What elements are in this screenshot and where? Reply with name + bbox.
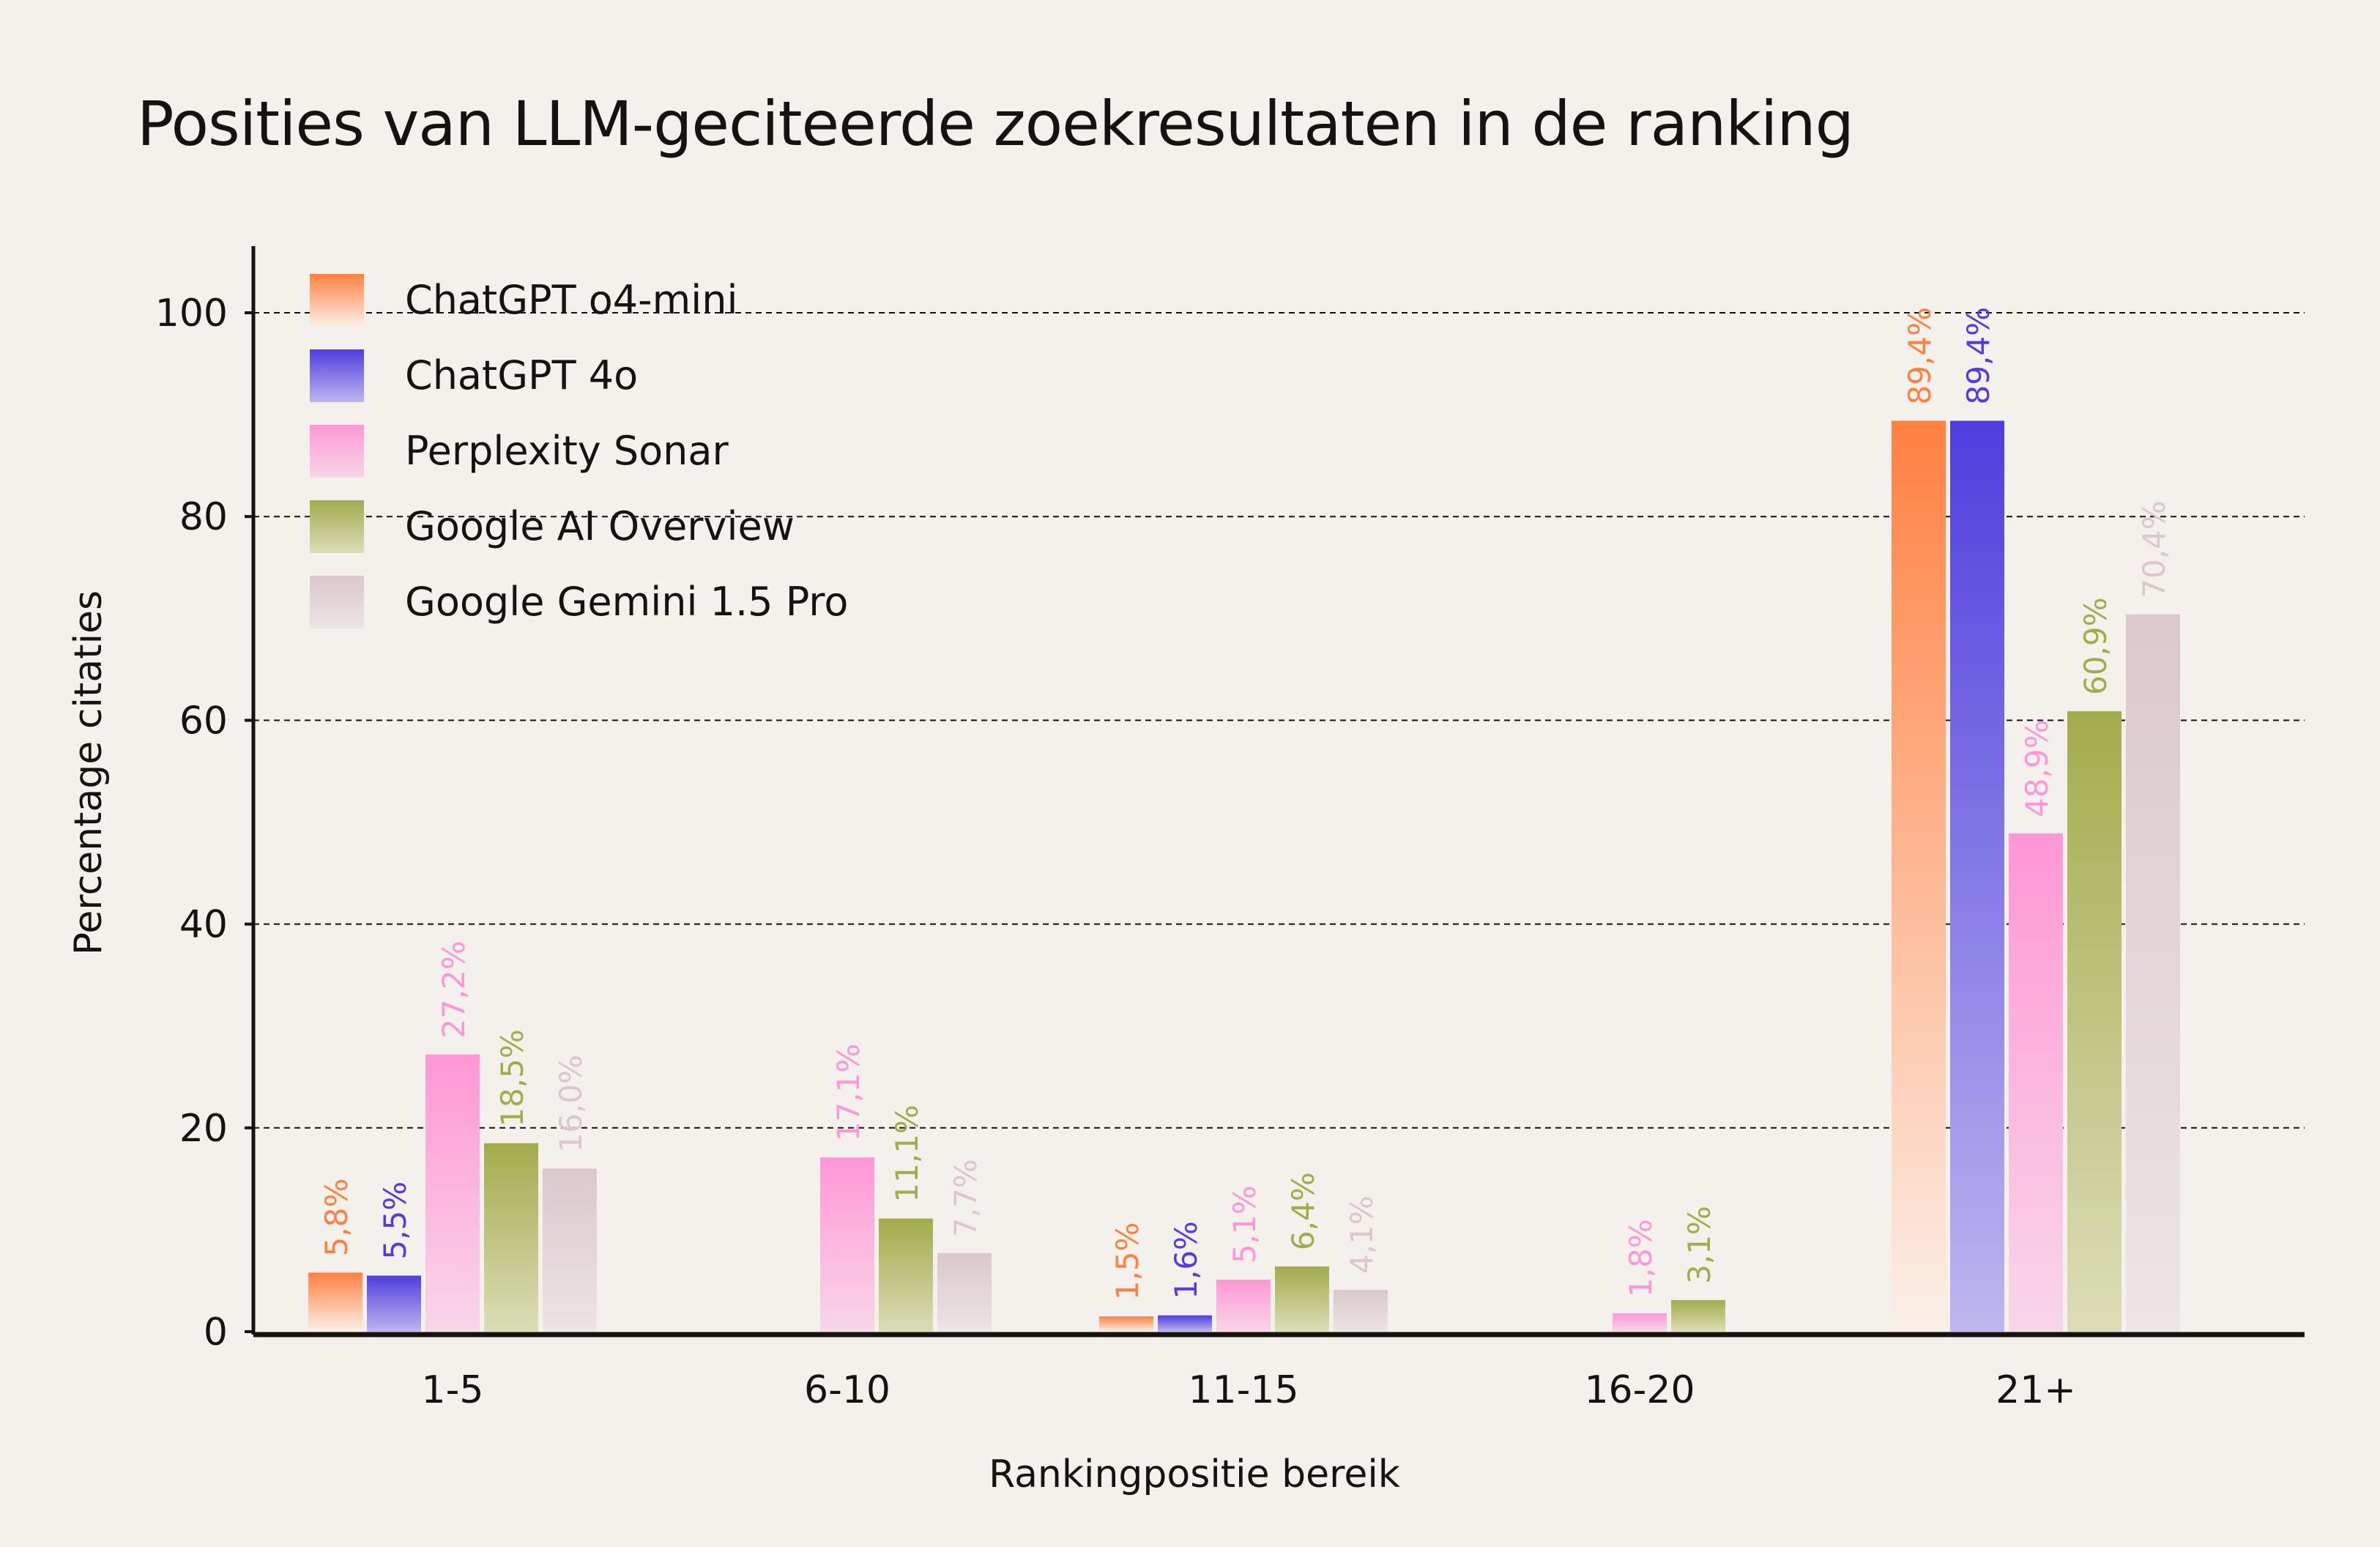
bar — [1099, 1316, 1153, 1332]
chart-title: Posities van LLM-geciteerde zoekresultat… — [137, 88, 1854, 160]
bar — [1892, 420, 1946, 1332]
data-label: 3,1% — [1681, 1206, 1717, 1284]
bar — [820, 1157, 874, 1332]
bar — [937, 1253, 992, 1332]
data-label: 5,5% — [377, 1181, 413, 1260]
legend-label: Google AI Overview — [405, 503, 795, 549]
data-label: 16,0% — [553, 1055, 589, 1152]
data-label: 5,8% — [319, 1179, 354, 1257]
data-label: 17,1% — [830, 1044, 866, 1141]
bar — [484, 1143, 538, 1332]
legend-label: ChatGPT o4-mini — [405, 277, 737, 323]
bar — [2009, 833, 2063, 1332]
x-tick-label: 16-20 — [1584, 1368, 1695, 1412]
data-label: 11,1% — [889, 1105, 925, 1202]
data-label: 7,7% — [948, 1159, 983, 1237]
legend-label: ChatGPT 4o — [405, 352, 638, 398]
data-label: 89,4% — [1902, 307, 1938, 404]
bar — [425, 1054, 480, 1332]
y-tick-label: 0 — [204, 1310, 228, 1354]
bar — [2067, 711, 2121, 1332]
data-label: 70,4% — [2136, 500, 2172, 598]
data-label: 6,4% — [1285, 1172, 1321, 1250]
bar — [308, 1272, 362, 1332]
y-tick-label: 40 — [179, 903, 228, 947]
x-axis-label: Rankingpositie bereik — [989, 1453, 1400, 1496]
y-tick-label: 80 — [179, 495, 228, 539]
data-label: 5,1% — [1227, 1185, 1262, 1264]
legend-swatch — [310, 576, 364, 628]
legend-label: Perplexity Sonar — [405, 428, 729, 474]
data-label: 48,9% — [2019, 719, 2055, 817]
data-label: 1,5% — [1109, 1222, 1145, 1300]
bar — [1216, 1280, 1271, 1332]
legend-swatch — [310, 425, 364, 478]
data-label: 18,5% — [494, 1029, 530, 1127]
x-tick-label: 1-5 — [422, 1368, 484, 1412]
bar — [1334, 1289, 1388, 1332]
legend-swatch — [310, 500, 364, 553]
data-label: 1,8% — [1623, 1219, 1659, 1297]
legend-swatch — [310, 274, 364, 327]
y-axis-label: Percentage citaties — [67, 590, 111, 955]
data-label: 4,1% — [1344, 1195, 1380, 1274]
bar — [543, 1168, 597, 1332]
x-tick-label: 6-10 — [804, 1368, 890, 1412]
y-tick-label: 60 — [179, 699, 228, 743]
x-tick-label: 11-15 — [1188, 1368, 1298, 1412]
legend-swatch — [310, 349, 364, 402]
data-label: 1,6% — [1168, 1221, 1204, 1299]
bar — [1950, 420, 2004, 1332]
data-label: 60,9% — [2078, 597, 2113, 694]
legend-label: Google Gemini 1.5 Pro — [405, 579, 848, 625]
bar — [1275, 1266, 1329, 1332]
y-tick-label: 20 — [179, 1107, 228, 1151]
bar — [2126, 614, 2180, 1332]
bar — [879, 1218, 933, 1332]
bar — [1613, 1313, 1667, 1332]
x-tick-label: 21+ — [1996, 1368, 2076, 1412]
bar — [1158, 1315, 1212, 1332]
y-tick-label: 100 — [155, 292, 228, 335]
data-label: 89,4% — [1960, 307, 1996, 404]
data-label: 27,2% — [436, 941, 472, 1038]
bar — [1671, 1299, 1725, 1332]
bar — [367, 1275, 421, 1332]
